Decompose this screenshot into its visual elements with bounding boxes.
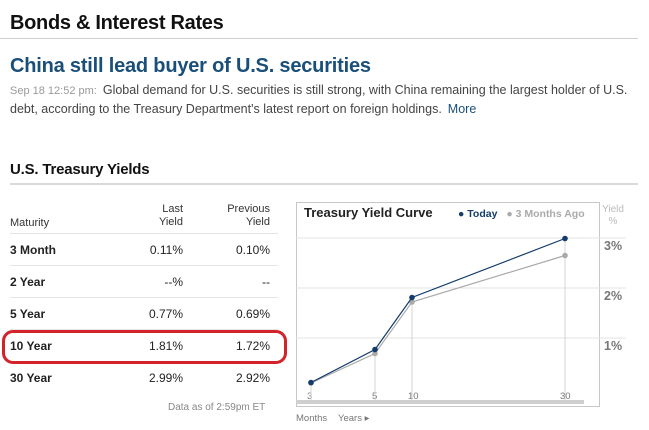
legend-3-months-ago: ● 3 Months Ago [506, 208, 585, 220]
col-last-yield: Last Yield [158, 203, 183, 228]
table-row: 2 Year --% -- [10, 266, 278, 298]
data-timestamp: Data as of 2:59pm ET [168, 402, 266, 413]
data-point [409, 299, 415, 305]
story-timestamp: Sep 18 12:52 pm: [10, 85, 97, 97]
x-tick-label: 10 [408, 391, 419, 402]
x-axis-label-months: Months [296, 413, 328, 424]
chart-legend: ● Today ● 3 Months Ago [458, 208, 585, 220]
data-point [409, 294, 415, 301]
data-point [308, 379, 314, 386]
section-title: Bonds & Interest Rates [10, 12, 224, 34]
divider [0, 38, 638, 39]
row-last-yield: 2.99% [148, 371, 183, 385]
data-point [562, 252, 568, 259]
data-point [372, 350, 378, 357]
table-header: Maturity Last Yield Previous Yield [10, 202, 278, 234]
more-link[interactable]: More [447, 102, 477, 116]
table-row: 5 Year 0.77% 0.69% [10, 298, 278, 330]
row-previous-yield: 2.92% [235, 371, 270, 385]
col-previous-yield: Previous Yield [227, 203, 270, 228]
highlight-outline [2, 330, 287, 364]
row-previous-yield: 1.72% [235, 339, 270, 353]
y-axis-label: Yield% [602, 204, 624, 227]
row-previous-yield: -- [262, 275, 270, 289]
y-tick-label: 1% [604, 339, 623, 353]
row-last-yield: 1.81% [148, 339, 183, 353]
yields-table: Maturity Last Yield Previous Yield 3 Month… [10, 202, 278, 394]
row-last-yield: --% [164, 275, 183, 289]
yield-curve-chart [296, 202, 600, 407]
treasury-title: U.S. Treasury Yields [10, 161, 150, 178]
row-previous-yield: 0.10% [235, 243, 270, 257]
headline-link[interactable]: China still lead buyer of U.S. securitie… [10, 55, 371, 77]
row-last-yield: 0.11% [149, 243, 183, 257]
x-axis-label-years: Years ▸ [338, 413, 370, 424]
row-previous-yield: 0.69% [235, 307, 270, 321]
story-text: Global demand for U.S. securities is sti… [10, 83, 628, 116]
story-summary: Sep 18 12:52 pm: Global demand for U.S. s… [10, 81, 635, 118]
data-point [562, 235, 568, 242]
row-maturity: 3 Month [10, 243, 56, 257]
table-row: 30 Year 2.99% 2.92% [10, 362, 278, 394]
row-maturity: 2 Year [10, 275, 46, 289]
row-maturity: 30 Year [10, 371, 52, 385]
x-tick-label: 3 [307, 391, 313, 402]
table-row: 3 Month 0.11% 0.10% [10, 234, 278, 266]
series-line [310, 237, 566, 384]
chart-title: Treasury Yield Curve [304, 205, 433, 220]
legend-today: ● Today [458, 208, 498, 220]
divider [10, 183, 638, 185]
row-maturity: 10 Year [10, 339, 52, 353]
y-tick-label: 3% [604, 239, 623, 253]
row-last-yield: 0.77% [148, 307, 183, 321]
y-tick-label: 2% [604, 289, 623, 303]
series-line [310, 254, 566, 384]
chart-plot-area [296, 235, 626, 404]
col-maturity: Maturity [10, 217, 50, 229]
row-maturity: 5 Year [10, 307, 46, 321]
data-point [372, 346, 378, 353]
